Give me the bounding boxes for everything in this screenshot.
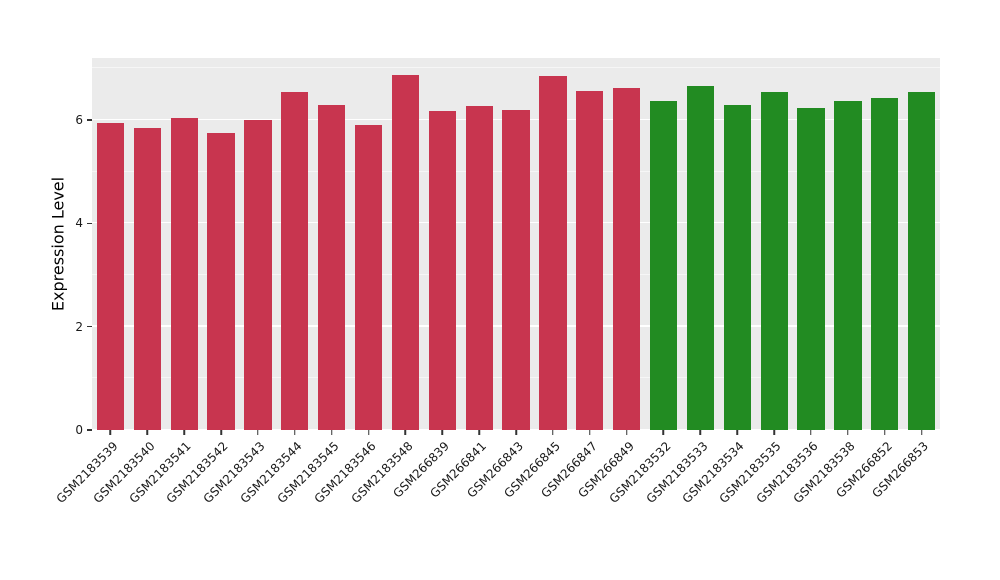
bar-slot [571,58,608,430]
bar-slot [240,58,277,430]
bar-slot [535,58,572,430]
bar-GSM2183540 [133,127,161,430]
bar-GSM266845 [539,76,567,430]
bar-slot [830,58,867,430]
bar-GSM266843 [502,109,530,430]
bar-slot [498,58,535,430]
x-tick-mark [367,430,370,435]
bar-GSM266852 [871,98,899,430]
bar-slot [350,58,387,430]
bar-GSM266839 [428,111,456,430]
x-tick-mark [478,430,480,435]
bar-GSM2183542 [207,132,235,430]
x-tick-mark [220,430,222,435]
gridline-minor [92,67,940,69]
bar-slot [166,58,203,430]
x-tick-mark [330,430,333,435]
x-tick-mark [257,430,259,435]
bar-GSM2183545 [318,104,346,430]
y-tick: 6 [75,114,92,126]
y-tick: 4 [75,217,92,229]
bar-slot [203,58,240,430]
x-tick-mark [736,430,738,435]
bar-slot [645,58,682,430]
bar-slot [387,58,424,430]
bar-slot [903,58,940,430]
y-tick: 0 [75,424,92,436]
plot-panel [92,58,940,430]
bar-slot [793,58,830,430]
x-tick-mark [662,430,665,435]
bar-slot [276,58,313,430]
bar-GSM266841 [465,105,493,430]
x-tick-mark [883,430,886,435]
y-tick-mark [87,325,92,328]
x-tick-mark [404,430,407,435]
y-tick: 2 [75,321,92,333]
bar-GSM2183544 [281,91,309,430]
bar-GSM2183541 [170,117,198,430]
x-tick-mark [588,430,591,435]
bar-GSM2183539 [96,122,125,430]
y-tick-mark [87,119,92,121]
y-axis-ticks: 0 2 4 6 [0,58,92,436]
bar-GSM2183546 [354,125,383,430]
bar-slot [129,58,166,430]
y-tick-label: 4 [75,216,83,231]
x-tick-mark [294,430,296,435]
bar-GSM2183538 [834,100,862,430]
x-tick-mark [146,430,149,435]
bar-GSM2183536 [797,108,825,430]
x-tick-mark [183,430,185,435]
y-tick-label: 2 [75,319,83,334]
x-tick-mark [920,430,923,435]
x-tick-mark [552,430,554,435]
bar-slot [866,58,903,430]
y-tick-mark [87,222,92,225]
x-tick-mark [515,430,517,435]
x-tick-mark [810,430,812,435]
bar-slot [608,58,645,430]
bar-slot [719,58,756,430]
bar-slot [313,58,350,430]
x-tick-mark [625,430,628,435]
bar-GSM2183535 [760,91,788,430]
bar-slot [756,58,793,430]
bar-GSM2183533 [686,86,715,430]
x-tick-mark [773,430,775,435]
bar-GSM2183548 [391,75,420,430]
bar-GSM2183532 [649,100,678,430]
y-tick-label: 0 [75,423,83,437]
bars-container [92,58,940,430]
bar-slot [424,58,461,430]
x-tick-mark [109,430,112,435]
bar-slot [682,58,719,430]
bar-GSM266847 [576,90,604,430]
y-tick-mark [87,429,92,431]
bar-GSM266849 [613,87,641,430]
bar-slot [92,58,129,430]
bar-slot [461,58,498,430]
bar-GSM2183534 [723,104,751,430]
x-tick-mark [699,430,702,435]
x-tick-mark [441,430,443,435]
bar-GSM2183543 [244,120,272,430]
x-tick-mark [847,430,849,435]
x-axis-labels: GSM2183539 GSM2183540 GSM2183541 GSM2183542… [53,430,940,580]
bar-GSM266853 [908,91,936,430]
y-tick-label: 6 [75,113,83,128]
